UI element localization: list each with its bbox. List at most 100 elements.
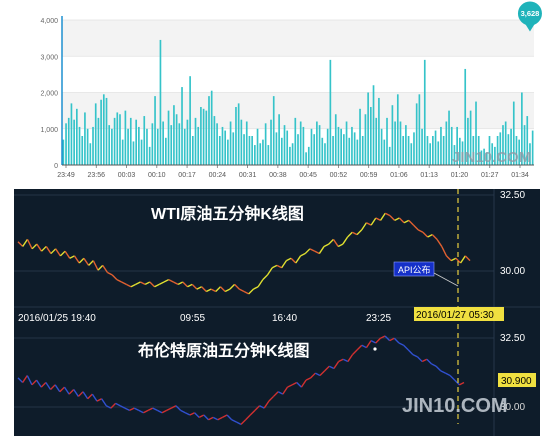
brent-last-value: 30.900 xyxy=(501,376,532,387)
volume-bar xyxy=(173,105,175,165)
kline-segment xyxy=(427,233,433,238)
kline-segment xyxy=(407,349,414,356)
kline-segment xyxy=(31,379,38,386)
kline-segment xyxy=(201,286,207,293)
volume-bar xyxy=(189,76,191,165)
volume-bar xyxy=(146,128,148,165)
kline-segment xyxy=(389,337,395,342)
kline-segment xyxy=(26,239,33,250)
volume-bar xyxy=(127,128,129,165)
volume-bar xyxy=(108,125,111,165)
kline-segment xyxy=(17,377,24,383)
volume-bar xyxy=(102,94,105,165)
kline-segment xyxy=(464,255,471,262)
kline-segment xyxy=(217,416,223,421)
volume-bar xyxy=(391,105,394,165)
event-time-box xyxy=(414,307,504,321)
volume-bar xyxy=(442,136,445,165)
x-tick-label: 00:45 xyxy=(299,172,317,179)
volume-bar xyxy=(89,143,92,165)
volume-bar xyxy=(138,126,140,165)
kline-segment xyxy=(263,400,270,409)
volume-bar xyxy=(143,116,146,165)
kline-segment xyxy=(435,365,442,372)
volume-bar xyxy=(380,128,383,165)
kline-segment xyxy=(180,409,186,414)
kline-segment xyxy=(342,358,349,363)
kline-segment xyxy=(441,246,448,257)
wti-ytick-high: 32.50 xyxy=(500,190,525,201)
y-tick-label: 3,000 xyxy=(40,54,58,61)
x-tick-label: 01:13 xyxy=(420,172,438,179)
x-tick-label: 00:03 xyxy=(118,172,136,179)
kline-segment xyxy=(64,250,71,259)
volume-bar xyxy=(278,114,280,165)
volume-bar xyxy=(361,136,364,165)
kline-segment xyxy=(380,335,386,339)
kline-segment xyxy=(328,365,335,370)
volume-bar xyxy=(340,128,342,165)
volume-bar xyxy=(197,126,200,165)
x-tick-label: 01:27 xyxy=(481,172,499,179)
kline-segment xyxy=(361,344,367,349)
volume-bar xyxy=(245,121,248,165)
kline-segment xyxy=(370,340,377,344)
volume-bar xyxy=(170,125,173,165)
volume-bar xyxy=(488,136,491,165)
volume-bar xyxy=(307,146,310,165)
kline-segment xyxy=(310,372,316,379)
kline-segment xyxy=(356,229,363,236)
volume-bar xyxy=(210,90,213,165)
x-axis-label-start: 2016/01/25 19:40 xyxy=(18,313,96,324)
kline-segment xyxy=(398,217,405,224)
x-tick-label: 00:24 xyxy=(209,172,227,179)
volume-bar xyxy=(124,110,127,165)
volume-bar xyxy=(472,136,475,165)
brent-ytick-low: 30.00 xyxy=(500,402,525,413)
watermark-text: JIN10.COM xyxy=(452,149,531,166)
volume-bar xyxy=(521,92,523,165)
kline-segment xyxy=(97,264,104,271)
volume-bar xyxy=(286,130,289,165)
volume-bar xyxy=(345,121,348,165)
kline-segment xyxy=(157,409,163,414)
volume-bar xyxy=(510,128,512,165)
kline-segment xyxy=(229,283,236,290)
volume-bar xyxy=(256,128,259,165)
kline-segment xyxy=(319,370,326,377)
volume-bar xyxy=(129,117,132,165)
volume-bar xyxy=(65,123,67,165)
kline-segment xyxy=(366,222,372,226)
volume-bar xyxy=(445,121,448,165)
highlight-bubble xyxy=(517,1,542,26)
volume-bar xyxy=(437,141,440,165)
volume-bar xyxy=(73,119,75,165)
kline-segment xyxy=(77,391,84,397)
kline-segment xyxy=(191,283,198,290)
volume-bar xyxy=(264,123,267,165)
volume-bar xyxy=(343,134,345,165)
volume-bar xyxy=(78,126,81,165)
y-tick-label: 1,000 xyxy=(40,127,58,134)
highlight-value: 3,628 xyxy=(521,9,540,18)
volume-bar xyxy=(396,94,399,165)
kline-segment xyxy=(184,412,191,416)
kline-charts: WTI原油五分钟K线图 布伦特原油五分钟K线图 32.50 30.00 2016… xyxy=(14,189,540,436)
kline-segment xyxy=(83,257,90,266)
kline-segment xyxy=(236,421,242,425)
volume-bar xyxy=(165,137,167,165)
kline-segment xyxy=(315,372,321,377)
kline-segment xyxy=(119,405,126,409)
volume-bar xyxy=(262,139,264,165)
volume-bar xyxy=(272,96,275,165)
annotation-label: API公布 xyxy=(398,264,431,275)
kline-segment xyxy=(421,358,428,363)
kline-segment xyxy=(170,405,177,409)
kline-segment xyxy=(226,414,233,421)
kline-segment xyxy=(36,243,43,252)
volume-bar xyxy=(235,107,237,165)
volume-bar xyxy=(240,119,243,165)
kline-segment xyxy=(262,274,269,281)
volume-bar xyxy=(526,116,529,165)
kline-segment xyxy=(130,283,137,288)
